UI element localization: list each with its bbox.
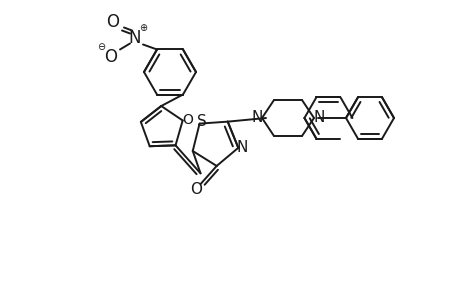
Text: N: N [129, 29, 141, 47]
Text: N: N [236, 140, 247, 155]
Text: O: O [104, 49, 117, 67]
Text: O: O [189, 182, 201, 197]
Text: N: N [251, 110, 262, 124]
Text: O: O [106, 14, 119, 32]
Text: N: N [313, 110, 324, 124]
Text: S: S [196, 114, 206, 129]
Text: ⊕: ⊕ [139, 23, 147, 34]
Text: ⊖: ⊖ [97, 43, 105, 52]
Text: O: O [182, 113, 193, 128]
